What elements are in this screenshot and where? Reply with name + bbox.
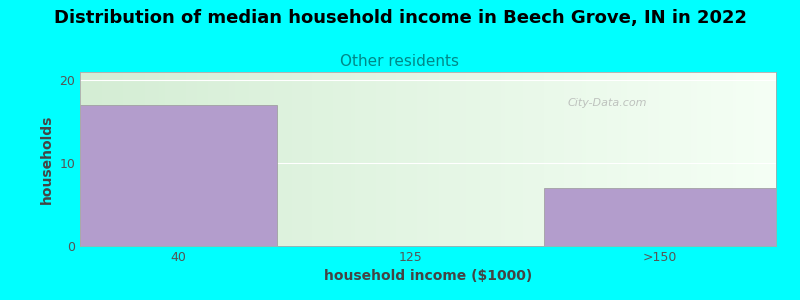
Y-axis label: households: households <box>40 114 54 204</box>
X-axis label: household income ($1000): household income ($1000) <box>324 269 532 284</box>
Text: Other residents: Other residents <box>341 54 459 69</box>
Bar <box>80 105 277 246</box>
Text: Distribution of median household income in Beech Grove, IN in 2022: Distribution of median household income … <box>54 9 746 27</box>
Text: City-Data.com: City-Data.com <box>567 98 646 108</box>
Bar <box>544 188 776 246</box>
